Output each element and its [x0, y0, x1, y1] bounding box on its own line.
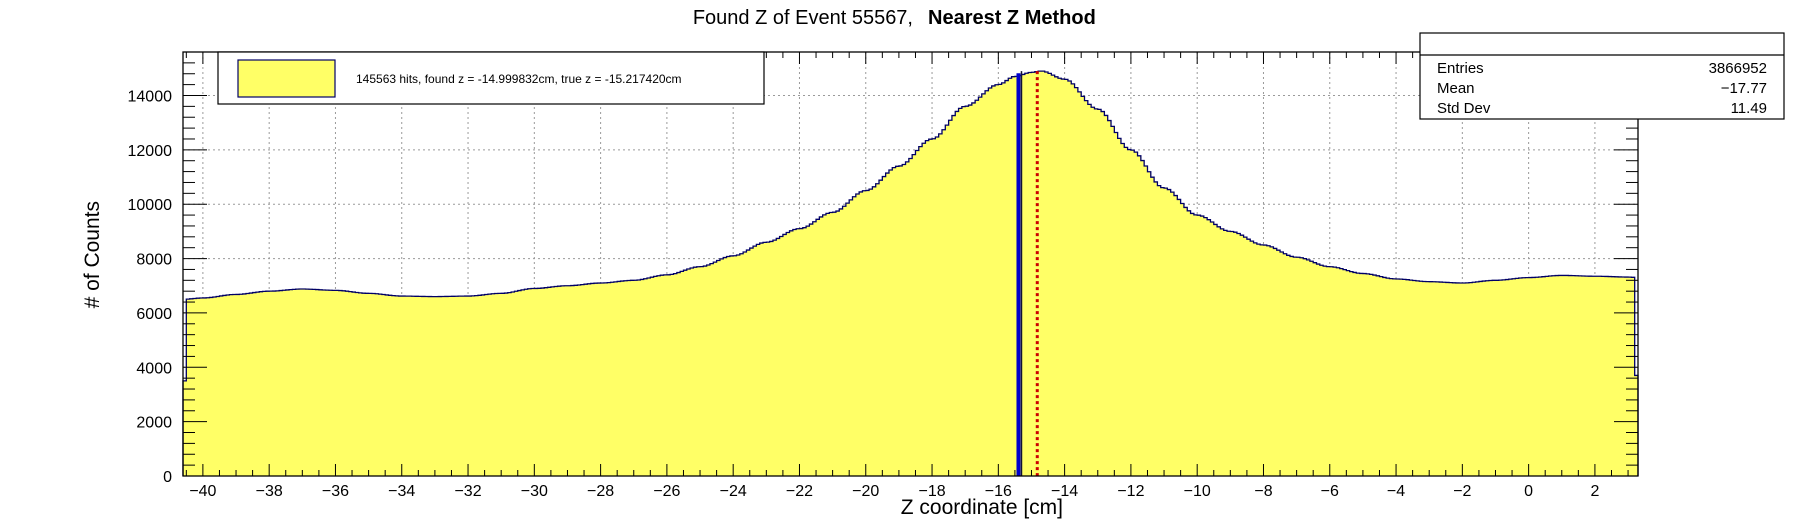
x-tick-label: −26	[653, 483, 680, 500]
x-tick-label: −40	[189, 483, 216, 500]
y-tick-label: 12000	[128, 143, 173, 160]
legend-box: 145563 hits, found z = -14.999832cm, tru…	[217, 51, 765, 105]
x-tick-label: −28	[587, 483, 614, 500]
x-tick-label: −34	[388, 483, 415, 500]
y-tick-label: 10000	[128, 197, 173, 214]
y-axis-ticks: 0 2000 4000 6000 8000 10000 12000 14000	[128, 51, 1638, 486]
chart-title-prefix: Found Z of Event 55567,	[693, 7, 913, 29]
x-tick-label: −16	[985, 483, 1012, 500]
x-tick-label: −4	[1387, 483, 1405, 500]
histogram-fill	[183, 71, 1638, 476]
x-tick-label: 0	[1524, 483, 1533, 500]
x-tick-label: −20	[852, 483, 879, 500]
x-tick-label: −8	[1254, 483, 1272, 500]
x-tick-label: −14	[1051, 483, 1078, 500]
y-tick-label: 14000	[128, 88, 173, 105]
stats-mean-label: Mean	[1437, 80, 1475, 97]
x-tick-label: −6	[1321, 483, 1339, 500]
legend-entry-text: 145563 hits, found z = -14.999832cm, tru…	[356, 72, 682, 86]
y-tick-label: 6000	[136, 306, 172, 323]
x-tick-label: −36	[322, 483, 349, 500]
x-tick-label: −2	[1453, 483, 1471, 500]
histogram-outline	[182, 70, 1639, 476]
legend-swatch	[237, 59, 336, 98]
stats-stddev-label: Std Dev	[1437, 100, 1491, 117]
x-axis-label: Z coordinate [cm]	[901, 496, 1063, 519]
y-tick-label: 8000	[136, 252, 172, 269]
y-axis-label: # of Counts	[81, 201, 104, 308]
stats-box: Entries 3866952 Mean −17.77 Std Dev 11.4…	[1419, 32, 1785, 120]
x-tick-label: −30	[521, 483, 548, 500]
chart-title-method: Nearest Z Method	[928, 7, 1096, 29]
y-tick-label: 0	[163, 469, 172, 486]
y-tick-label: 4000	[136, 360, 172, 377]
x-tick-label: −38	[256, 483, 283, 500]
x-tick-label: −12	[1117, 483, 1144, 500]
plot-frame	[182, 51, 1639, 477]
x-tick-label: −22	[786, 483, 813, 500]
y-tick-label: 2000	[136, 415, 172, 432]
stats-entries-value: 3866952	[1709, 60, 1767, 77]
x-tick-label: −18	[918, 483, 945, 500]
x-tick-label: −32	[454, 483, 481, 500]
x-tick-label: 2	[1590, 483, 1599, 500]
stats-stddev-value: 11.49	[1731, 100, 1767, 117]
x-tick-label: −24	[720, 483, 747, 500]
stats-entries-label: Entries	[1437, 60, 1484, 77]
x-tick-label: −10	[1184, 483, 1211, 500]
stats-mean-value: −17.77	[1721, 80, 1767, 97]
z-marker-lines	[1016, 71, 1039, 476]
